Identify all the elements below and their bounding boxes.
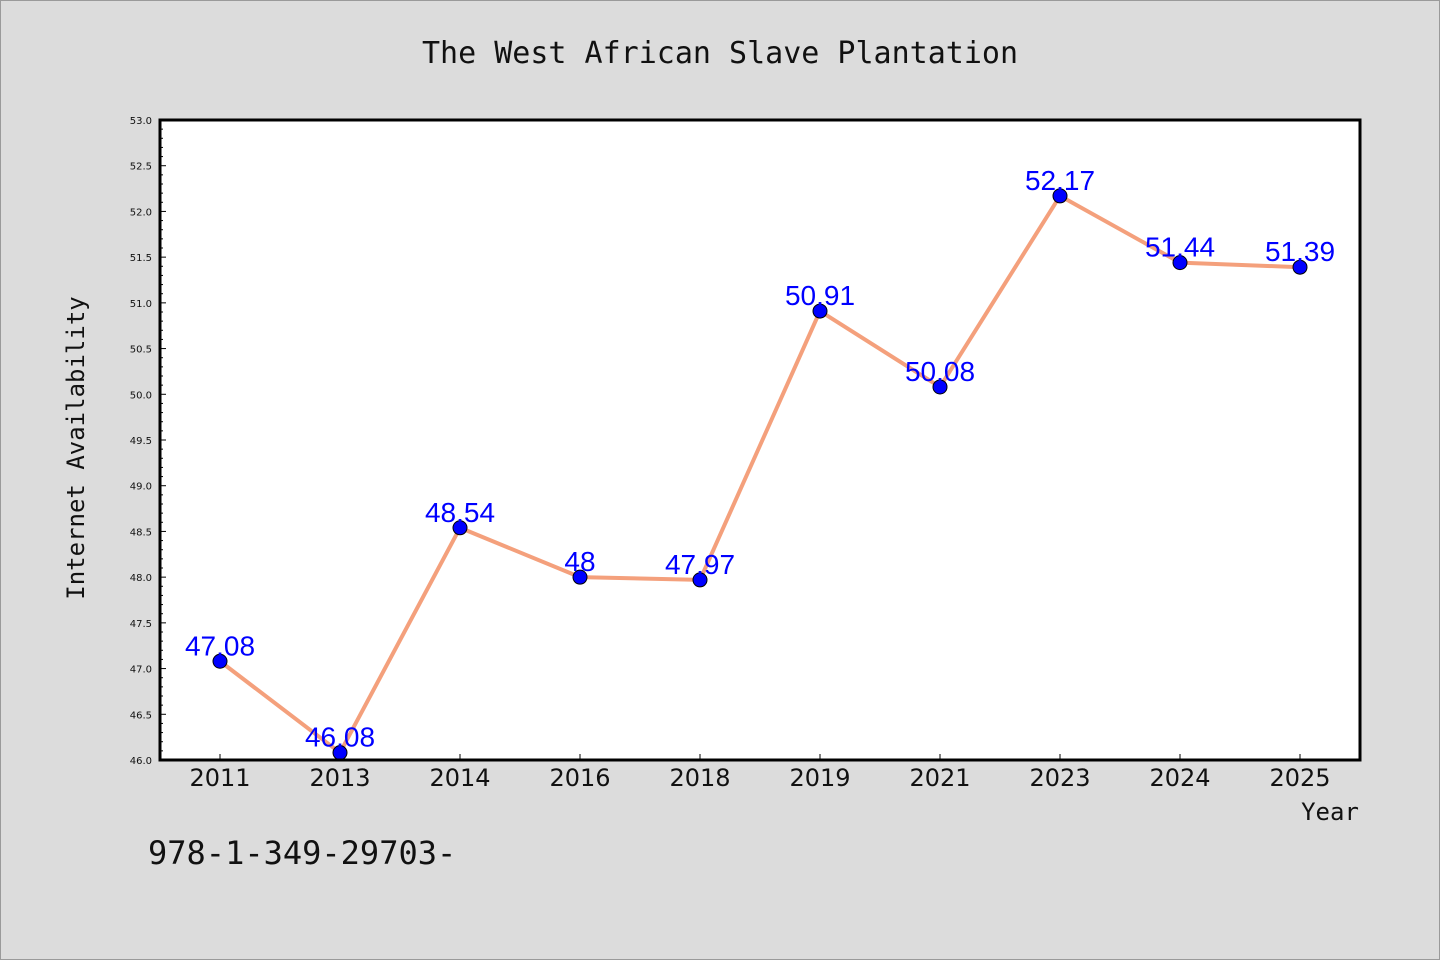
y-tick-label: 48.0 — [130, 573, 152, 584]
data-label: 51.44 — [1145, 232, 1215, 263]
y-tick-label: 52.0 — [130, 207, 152, 218]
data-point — [1052, 188, 1068, 204]
data-labels: 47.08 46.08 48.54 48 47.97 50.91 50.08 52.17 51.… — [185, 165, 1335, 753]
data-label: 48 — [564, 546, 595, 577]
data-point — [572, 569, 588, 585]
x-axis: 2011 2013 2014 2016 2018 2019 2021 2023 2024 2025 — [189, 754, 1331, 792]
series-line — [218, 193, 1301, 755]
x-tick-label: 2023 — [1029, 764, 1090, 792]
data-label: 48.54 — [425, 497, 495, 528]
data-label: 47.97 — [665, 549, 735, 580]
data-markers — [212, 188, 1308, 761]
y-tick-label: 48.5 — [130, 527, 152, 538]
y-axis-label: Internet Availability — [62, 296, 90, 599]
data-point — [452, 520, 468, 536]
y-tick-label: 46.5 — [130, 710, 152, 721]
data-label: 50.91 — [785, 280, 855, 311]
chart-title: The West African Slave Plantation — [422, 36, 1018, 71]
data-label: 50.08 — [905, 356, 975, 387]
data-point — [1292, 259, 1308, 275]
x-tick-label: 2024 — [1149, 764, 1210, 792]
data-point — [692, 572, 708, 588]
x-tick-label: 2019 — [789, 764, 850, 792]
plot-border — [158, 118, 1362, 762]
x-tick-label: 2011 — [189, 764, 250, 792]
data-label: 51.39 — [1265, 236, 1335, 267]
y-tick-label: 46.0 — [130, 756, 152, 767]
x-tick-label: 2025 — [1269, 764, 1330, 792]
y-tick-label: 47.5 — [130, 619, 152, 630]
y-tick-label: 49.5 — [130, 436, 152, 447]
data-label: 52.17 — [1025, 165, 1095, 196]
y-tick-label: 50.0 — [130, 390, 152, 401]
footer-text: 978-1-349-29703- — [148, 834, 456, 872]
data-point — [1172, 255, 1188, 271]
data-point — [212, 653, 228, 669]
x-tick-label: 2013 — [309, 764, 370, 792]
x-tick-label: 2014 — [429, 764, 490, 792]
data-point — [812, 303, 828, 319]
data-label: 46.08 — [305, 722, 375, 753]
x-axis-label: Year — [1301, 798, 1359, 826]
y-tick-label: 51.5 — [130, 253, 152, 264]
x-tick-label: 2021 — [909, 764, 970, 792]
y-tick-label: 50.5 — [130, 345, 152, 356]
x-tick-label: 2018 — [669, 764, 730, 792]
y-tick-label: 53.0 — [130, 116, 152, 127]
x-tick-label: 2016 — [549, 764, 610, 792]
y-tick-label: 51.0 — [130, 299, 152, 310]
data-point — [932, 379, 948, 395]
y-tick-label: 49.0 — [130, 482, 152, 493]
y-tick-label: 52.5 — [130, 162, 152, 173]
plot-area — [160, 120, 1360, 760]
y-tick-label: 47.0 — [130, 665, 152, 676]
data-label: 47.08 — [185, 630, 255, 661]
